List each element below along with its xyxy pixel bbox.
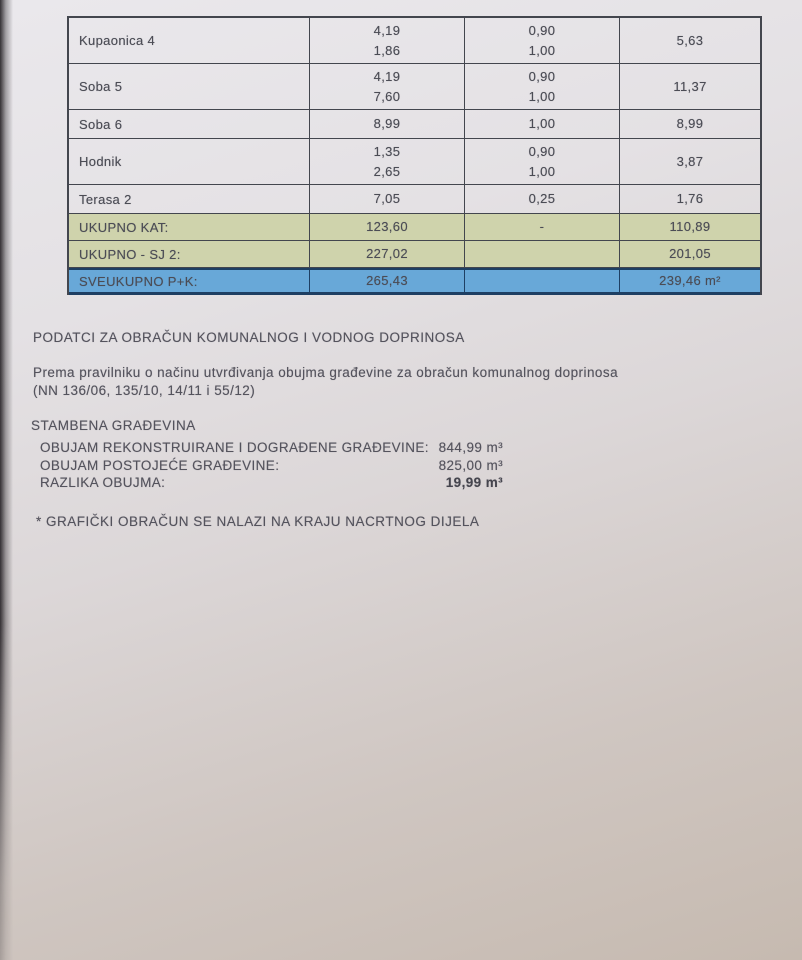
table-cell-dimensions-value: 4,19 (373, 68, 401, 84)
regulation-paragraph-line2: (NN 136/06, 135/10, 14/11 i 55/12) (33, 383, 256, 398)
volume-item: OBUJAM REKONSTRUIRANE I DOGRAĐENE GRAĐEV… (40, 439, 503, 457)
table-row: Hodnik 1,35 2,65 0,90 1,00 3,87 (69, 139, 760, 185)
table-cell-dimensions: 123,60 (310, 214, 465, 241)
table-cell-room-value: Hodnik (79, 154, 122, 169)
table-cell-dimensions: 227,02 (310, 241, 465, 268)
table-cell-room: Kupaonica 4 (69, 18, 310, 64)
table-row: Kupaonica 4 4,19 1,86 0,90 1,00 5,63 (69, 18, 760, 64)
volume-item-value: 825,00 m³ (438, 457, 503, 473)
table-cell-dimensions-value: 8,99 (373, 116, 401, 131)
table-cell-dimensions-value: 4,19 (373, 22, 401, 38)
table-cell-room-value: Kupaonica 4 (79, 33, 156, 48)
volume-item-difference: RAZLIKA OBUJMA: 19,99 m³ (40, 474, 503, 492)
table-cell-dimensions-value: 2,65 (373, 163, 401, 179)
table-cell-dimensions: 1,35 2,65 (310, 139, 465, 185)
volume-item-label: RAZLIKA OBUJMA: (40, 475, 166, 490)
table-cell-result: 3,87 (620, 139, 760, 185)
table-cell-dimensions-value: 1,35 (373, 143, 401, 159)
table-cell-room: SVEUKUPNO P+K: (69, 268, 310, 295)
regulation-paragraph: Prema pravilniku o načinu utvrđivanja ob… (33, 364, 618, 400)
table-cell-coefficient-value: - (539, 219, 545, 234)
table-row: UKUPNO - SJ 2: 227,02 201,05 (69, 241, 760, 268)
table-cell-room: Soba 6 (69, 110, 310, 139)
table-cell-coefficient-value: 1,00 (528, 116, 556, 131)
table-row: Terasa 2 7,05 0,25 1,76 (69, 185, 760, 214)
table-row: UKUPNO KAT: 123,60 - 110,89 (69, 214, 760, 241)
table-cell-dimensions: 4,19 7,60 (310, 64, 465, 110)
table-cell-result-value: 110,89 (669, 219, 711, 234)
table-cell-dimensions-value: 123,60 (366, 219, 408, 234)
section-heading: PODATCI ZA OBRAČUN KOMUNALNOG I VODNOG D… (33, 330, 465, 345)
table-cell-result-value: 8,99 (676, 116, 704, 131)
area-calculation-table: Kupaonica 4 4,19 1,86 0,90 1,00 5,63 Soba 5 4,1… (67, 16, 762, 295)
volume-item-value: 844,99 m³ (438, 440, 503, 455)
table-cell-room: Soba 5 (69, 64, 310, 110)
building-type-subheading: STAMBENA GRAĐEVINA (31, 418, 196, 433)
table-cell-result-value: 3,87 (676, 153, 704, 169)
table-cell-dimensions-value: 265,43 (366, 273, 408, 288)
table-cell-coefficient-value: 0,90 (528, 143, 556, 159)
table-cell-dimensions: 8,99 (310, 110, 465, 139)
volume-item-value: 19,99 m³ (445, 475, 503, 490)
table-cell-coefficient: 0,25 (465, 185, 620, 214)
table-cell-coefficient: 0,90 1,00 (465, 64, 620, 110)
table-cell-result: 11,37 (620, 64, 760, 110)
table-cell-result: 201,05 (620, 241, 760, 268)
table-cell-coefficient: 1,00 (465, 110, 620, 139)
graphic-calculation-footnote: * GRAFIČKI OBRAČUN SE NALAZI NA KRAJU NA… (36, 514, 480, 529)
table-cell-result: 5,63 (620, 18, 760, 64)
table-cell-room-value: Terasa 2 (79, 191, 132, 207)
table-cell-room-value: Soba 5 (79, 79, 123, 94)
table-row: Soba 5 4,19 7,60 0,90 1,00 11,37 (69, 64, 760, 110)
volume-items-list: OBUJAM REKONSTRUIRANE I DOGRAĐENE GRAĐEV… (40, 439, 503, 492)
table-cell-room: Hodnik (69, 139, 310, 185)
table-row: Soba 6 8,99 1,00 8,99 (69, 110, 760, 139)
volume-item-label: OBUJAM REKONSTRUIRANE I DOGRAĐENE GRAĐEV… (40, 440, 429, 455)
table-cell-result-value: 1,76 (676, 191, 704, 206)
table-cell-dimensions-value: 1,86 (373, 42, 401, 58)
table-cell-room-value: UKUPNO - SJ 2: (79, 246, 181, 262)
scan-left-edge-shadow (0, 0, 13, 960)
table-cell-coefficient: 0,90 1,00 (465, 18, 620, 64)
table-cell-result-value: 5,63 (676, 32, 704, 48)
regulation-paragraph-line1: Prema pravilniku o načinu utvrđivanja ob… (33, 365, 619, 380)
volume-item: OBUJAM POSTOJEĆE GRAĐEVINE: 825,00 m³ (40, 457, 503, 475)
table-cell-dimensions: 7,05 (310, 185, 465, 214)
table-cell-coefficient: 0,90 1,00 (465, 139, 620, 185)
table-cell-result: 110,89 (620, 214, 760, 241)
table-cell-coefficient-value: 0,25 (528, 191, 556, 206)
table-cell-coefficient-value: 1,00 (528, 88, 556, 104)
table-cell-dimensions: 4,19 1,86 (310, 18, 465, 64)
table-cell-coefficient (465, 241, 620, 268)
table-cell-dimensions-value: 227,02 (366, 246, 408, 261)
table-cell-result-value: 239,46 m² (659, 273, 721, 288)
table-cell-result: 239,46 m² (620, 268, 760, 295)
volume-item-label: OBUJAM POSTOJEĆE GRAĐEVINE: (40, 457, 280, 473)
table-cell-result: 1,76 (620, 185, 760, 214)
table-cell-room: UKUPNO KAT: (69, 214, 310, 241)
table-cell-coefficient-value: 0,90 (528, 68, 556, 84)
table-cell-result-value: 201,05 (669, 246, 711, 261)
table-cell-dimensions-value: 7,60 (373, 88, 401, 104)
table-cell-coefficient (465, 268, 620, 295)
table-cell-room: Terasa 2 (69, 185, 310, 214)
table-cell-room-value: Soba 6 (79, 116, 123, 132)
table-cell-room: UKUPNO - SJ 2: (69, 241, 310, 268)
table-cell-coefficient-value: 1,00 (528, 42, 556, 58)
table-cell-dimensions-value: 7,05 (373, 191, 401, 206)
table-cell-room-value: SVEUKUPNO P+K: (79, 273, 198, 289)
table-cell-dimensions: 265,43 (310, 268, 465, 295)
table-cell-coefficient: - (465, 214, 620, 241)
table-cell-room-value: UKUPNO KAT: (79, 219, 169, 235)
table-cell-result: 8,99 (620, 110, 760, 139)
table-cell-coefficient-value: 0,90 (528, 22, 556, 38)
table-cell-coefficient-value: 1,00 (528, 163, 556, 179)
table-row: SVEUKUPNO P+K: 265,43 239,46 m² (69, 268, 760, 295)
table-cell-result-value: 11,37 (673, 78, 707, 94)
